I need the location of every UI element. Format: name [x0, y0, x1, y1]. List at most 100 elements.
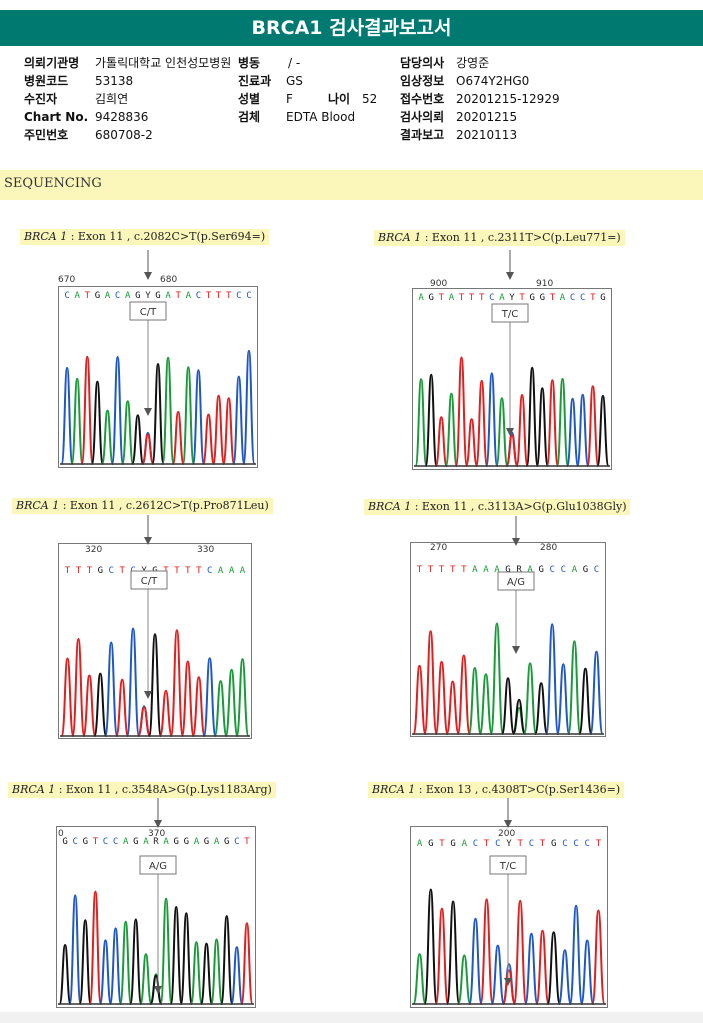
base-letter: Y: [509, 293, 515, 303]
info-label: Chart No.: [24, 110, 89, 124]
peak-trace: [80, 355, 94, 465]
peak-trace: [230, 946, 244, 1005]
variant-desc: : Exon 11 , c.2612C>T(p.Pro871Leu): [59, 499, 269, 512]
base-letter: C: [549, 565, 554, 575]
peak-trace: [151, 362, 165, 465]
peak-trace: [454, 356, 468, 467]
base-letter: G: [551, 839, 556, 849]
base-letter: G: [583, 565, 588, 575]
peak-trace: [100, 409, 114, 465]
peak-trace: [131, 414, 145, 465]
pointer-head-icon: [506, 428, 514, 436]
base-letter: G: [135, 291, 140, 301]
call-box: [129, 301, 167, 321]
frame: [410, 542, 606, 737]
gene-name: BRCA 1: [372, 783, 416, 796]
base-letter: T: [428, 565, 434, 575]
base-letter: T: [244, 837, 250, 847]
peak-trace: [180, 660, 195, 737]
variant-desc: : Exon 11 , c.2082C>T(p.Ser694=): [67, 230, 266, 243]
section-bar: SEQUENCING: [0, 170, 703, 200]
panel-title-6: BRCA 1 : Exon 13 , c.4308T>C(p.Ser1436=): [368, 782, 625, 798]
variant-desc: : Exon 11 , c.3548A>G(p.Lys1183Arg): [55, 783, 272, 796]
position-right: 680: [160, 275, 177, 285]
peak-trace: [202, 657, 217, 737]
info-value: F: [286, 92, 293, 106]
base-letter: G: [173, 837, 178, 847]
peak-trace: [568, 904, 584, 1005]
base-letter: C: [561, 565, 566, 575]
peak-trace: [60, 366, 74, 465]
peak-trace: [169, 629, 184, 737]
base-letter: T: [459, 293, 465, 303]
peak-trace: [111, 355, 125, 465]
peak-trace: [126, 627, 141, 737]
base-letter: C: [580, 293, 585, 303]
arrow-head-icon: [144, 272, 152, 280]
peak-trace: [524, 932, 539, 1005]
peak-traces: [414, 356, 610, 467]
info-label: 결과보고: [400, 128, 445, 142]
info-value: 9428836: [95, 110, 149, 124]
section-title: SEQUENCING: [4, 176, 102, 191]
peak-trace: [220, 915, 234, 1005]
base-letter: C: [570, 293, 575, 303]
peak-trace: [589, 650, 604, 735]
variant-desc: : Exon 11 , c.2311T>C(p.Leu771=): [421, 231, 621, 244]
peak-trace: [158, 689, 173, 737]
base-letter: C: [113, 837, 118, 847]
base-letter: C: [108, 566, 113, 576]
base-letter: C: [246, 291, 251, 301]
peak-trace: [90, 380, 104, 465]
base-letter: A: [165, 291, 171, 301]
base-letter: A: [560, 293, 566, 303]
peak-trace: [586, 385, 600, 467]
peak-traces: [60, 627, 250, 737]
base-letter: A: [417, 839, 423, 849]
base-letter: T: [550, 293, 556, 303]
peak-trace: [545, 379, 559, 467]
base-letter: R: [516, 565, 522, 575]
base-letter: T: [85, 291, 91, 301]
base-letter: G: [428, 293, 433, 303]
base-letter: C: [103, 837, 108, 847]
base-letter: C: [562, 839, 567, 849]
peak-trace: [457, 954, 472, 1005]
variant-desc: : Exon 11 , c.3113A>G(p.Glu1038Gly): [411, 500, 627, 513]
peak-trace: [513, 899, 528, 1005]
base-letter: C: [234, 837, 239, 847]
peak-trace: [189, 941, 203, 1005]
position-right: 280: [540, 543, 557, 553]
peak-trace: [222, 397, 236, 465]
info-value: 52: [362, 92, 378, 106]
peak-trace: [191, 369, 205, 465]
peak-trace: [82, 674, 97, 737]
base-letter: G: [600, 293, 605, 303]
peak-trace: [424, 373, 438, 467]
base-letter: G: [133, 837, 138, 847]
peak-trace: [512, 698, 527, 735]
frame: [58, 543, 252, 739]
base-letter: A: [74, 291, 80, 301]
base-letter: T: [439, 839, 445, 849]
peak-trace: [434, 660, 449, 735]
arrow-head-icon: [144, 537, 152, 545]
frame: [412, 288, 612, 470]
gene-name: BRCA 1: [378, 231, 422, 244]
peak-trace: [479, 898, 494, 1005]
peak-trace: [68, 894, 82, 1005]
call-box: [497, 571, 535, 591]
call-label: T/C: [501, 309, 518, 320]
base-letter: G: [538, 565, 543, 575]
peak-trace: [546, 931, 561, 1005]
base-letter: T: [479, 293, 485, 303]
report-title: BRCA1 검사결과보고서: [0, 10, 703, 46]
peak-trace: [78, 919, 92, 1005]
peak-trace: [478, 673, 493, 735]
